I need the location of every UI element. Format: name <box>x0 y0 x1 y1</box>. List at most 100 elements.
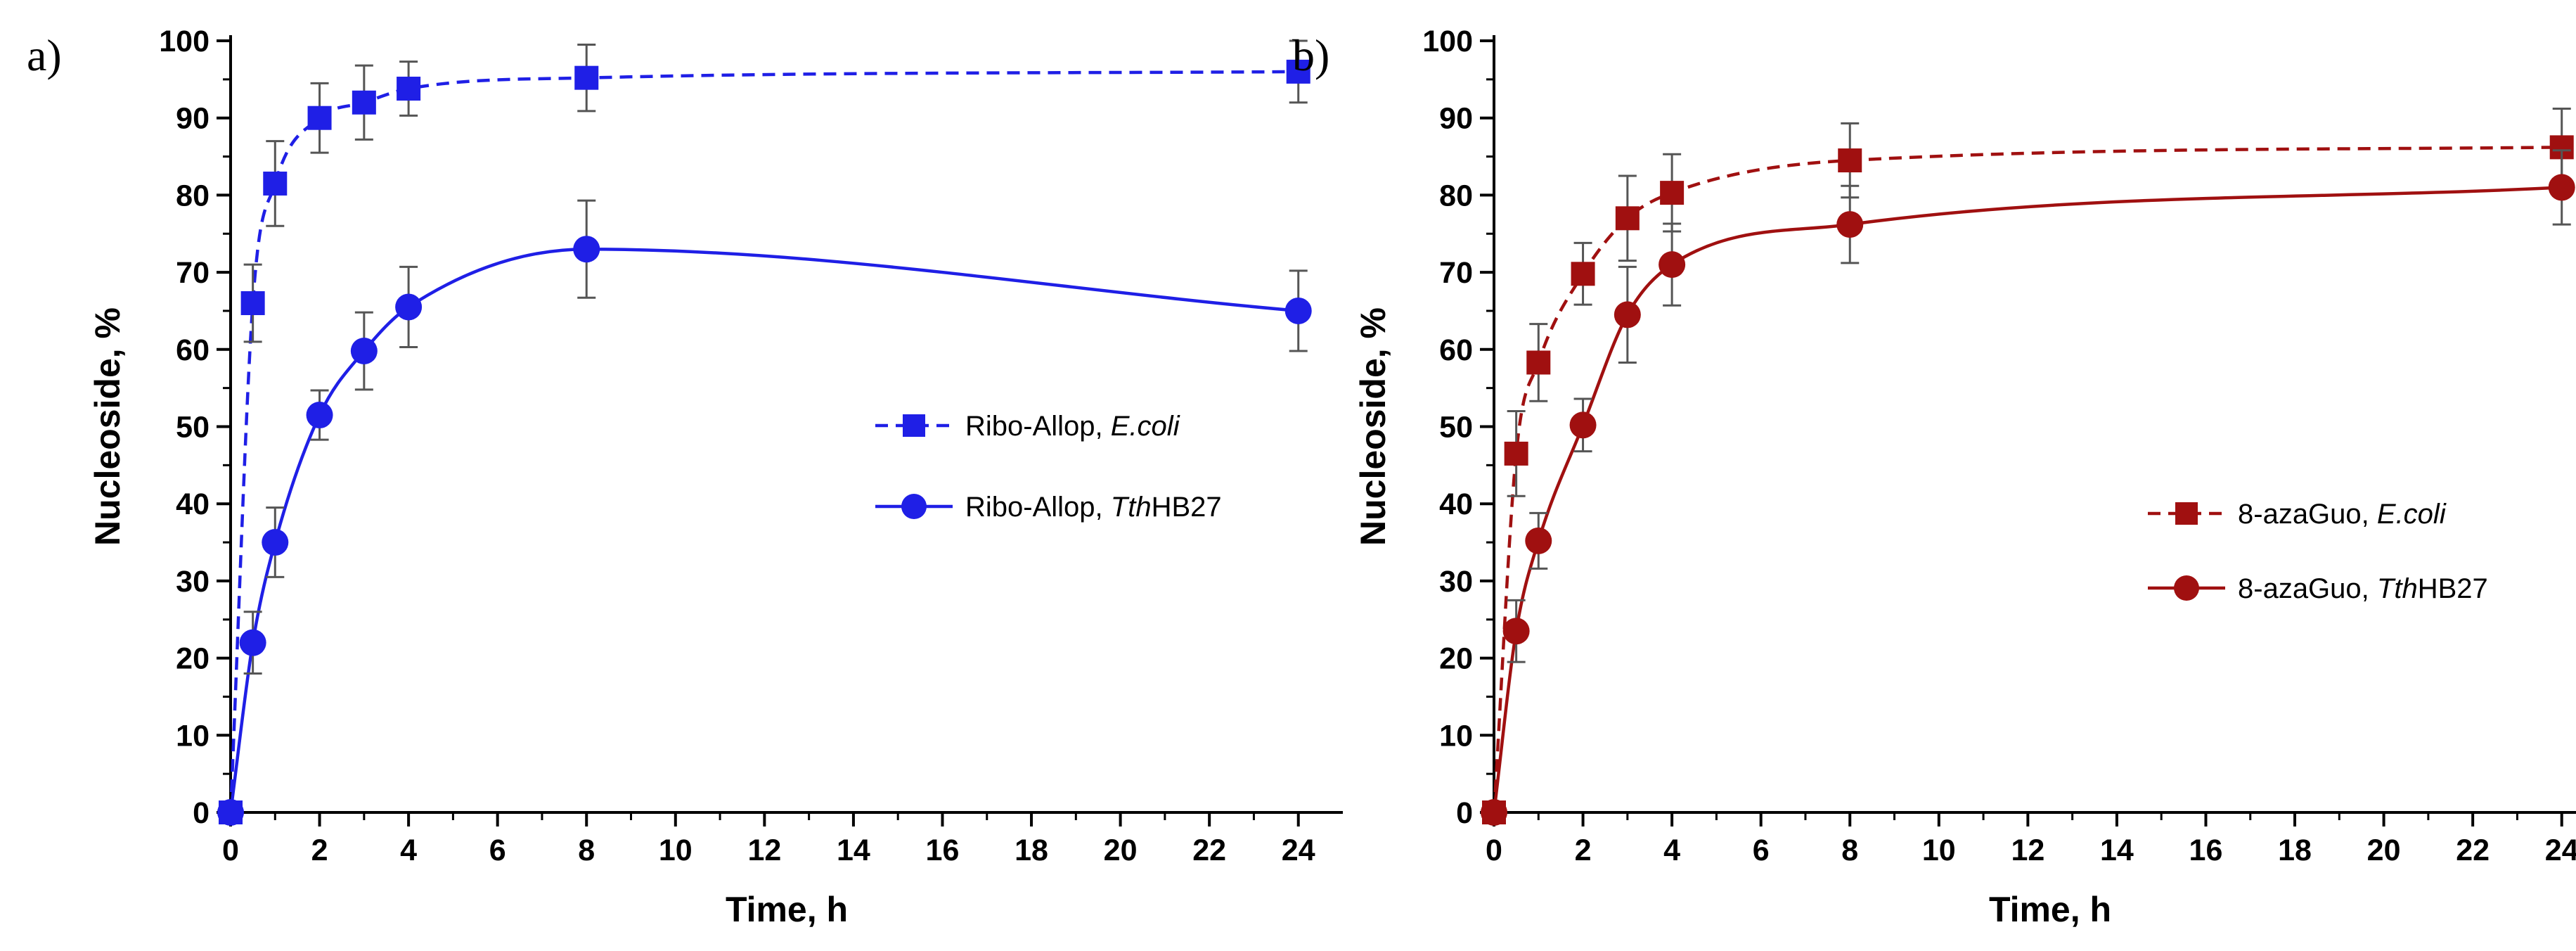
y-tick-label: 10 <box>176 719 210 753</box>
y-tick-label: 20 <box>1439 642 1473 676</box>
x-tick-label: 24 <box>1282 834 1315 867</box>
y-tick-label: 80 <box>1439 179 1473 212</box>
data-point-circle <box>239 629 266 656</box>
data-point-square <box>307 106 332 130</box>
chart-panel-b: b)0 2 4 6 8 10 12 14 16 18 20 22 2401020304050607080… <box>1292 25 2576 929</box>
data-point-circle <box>262 529 289 556</box>
data-point-circle <box>217 799 244 826</box>
x-tick-label: 6 <box>1753 834 1770 867</box>
data-point-square <box>1838 148 1862 173</box>
x-tick-label: 16 <box>2189 834 2223 867</box>
data-point-circle <box>2548 174 2575 201</box>
chart-panel-a: a)0 2 4 6 8 10 12 14 16 18 20 22 2401020304050607080… <box>27 25 1343 929</box>
x-tick-label: 14 <box>837 834 870 867</box>
legend-label: 8-azaGuo, TthHB27 <box>2238 573 2488 604</box>
legend-label: Ribo-Allop, TthHB27 <box>965 492 1222 523</box>
legend-marker-circle <box>901 494 927 519</box>
legend-marker-square <box>2175 502 2198 525</box>
x-tick-label: 12 <box>2011 834 2044 867</box>
data-point-circle <box>1614 301 1641 328</box>
x-axis-title: Time, h <box>726 890 848 929</box>
y-tick-label: 90 <box>176 102 210 136</box>
y-tick-label: 10 <box>1439 719 1473 753</box>
legend-label-part: 8-azaGuo, <box>2238 499 2377 530</box>
x-axis-title: Time, h <box>1989 890 2111 929</box>
x-tick-label: 24 <box>2545 834 2576 867</box>
x-tick-label: 0 <box>1486 834 1502 867</box>
x-tick-label: 10 <box>659 834 693 867</box>
legend-marker-circle <box>2174 575 2199 601</box>
legend-label-part: Tth <box>1111 492 1152 523</box>
data-point-circle <box>1569 411 1597 439</box>
y-tick-label: 30 <box>1439 565 1473 599</box>
series-tth: Ribo-Allop, TthHB27 <box>217 199 1312 826</box>
x-tick-label: 0 <box>222 834 239 867</box>
y-tick-label: 50 <box>1439 411 1473 445</box>
x-tick-label: 22 <box>2456 834 2490 867</box>
data-point-square <box>240 291 265 315</box>
legend-label-part: E.coli <box>1111 411 1180 442</box>
data-point-square <box>574 65 599 90</box>
series-ecoli: 8-azaGuo, E.coli <box>1482 108 2574 824</box>
data-point-circle <box>306 402 333 429</box>
data-point-square <box>397 77 421 101</box>
panel-label: a) <box>27 30 62 80</box>
x-tick-label: 20 <box>1104 834 1138 867</box>
x-tick-label: 2 <box>1575 834 1592 867</box>
y-tick-label: 70 <box>176 256 210 290</box>
series-tth: 8-azaGuo, TthHB27 <box>1481 149 2575 826</box>
legend-label-part: Ribo-Allop, <box>965 492 1111 523</box>
legend-label-part: HB27 <box>2418 573 2488 604</box>
series-line <box>228 247 1299 813</box>
data-point-circle <box>350 337 378 364</box>
y-tick-label: 0 <box>193 796 210 830</box>
x-tick-label: 2 <box>311 834 328 867</box>
x-tick-label: 14 <box>2100 834 2134 867</box>
x-tick-label: 12 <box>747 834 781 867</box>
data-point-square <box>1504 441 1528 466</box>
y-tick-label: 60 <box>176 333 210 367</box>
data-point-square <box>1615 206 1640 231</box>
panel-label: b) <box>1292 30 1329 80</box>
y-tick-label: 50 <box>176 411 210 445</box>
y-tick-label: 100 <box>159 25 210 58</box>
data-point-square <box>1571 262 1595 286</box>
y-tick-label: 80 <box>176 179 210 212</box>
data-point-circle <box>1284 297 1312 324</box>
legend-label-part: Tth <box>2377 573 2418 604</box>
x-tick-label: 8 <box>578 834 595 867</box>
y-tick-label: 40 <box>176 487 210 521</box>
x-tick-label: 22 <box>1192 834 1226 867</box>
y-axis-title: Nucleoside, % <box>88 307 127 546</box>
data-point-square <box>263 171 288 196</box>
y-tick-label: 30 <box>176 565 210 599</box>
y-tick-label: 0 <box>1456 796 1473 830</box>
x-tick-label: 6 <box>489 834 506 867</box>
data-point-circle <box>1836 211 1864 238</box>
data-point-circle <box>1481 799 1507 826</box>
x-tick-label: 20 <box>2367 834 2401 867</box>
data-point-square <box>1286 59 1310 84</box>
x-tick-label: 18 <box>1015 834 1048 867</box>
x-tick-label: 8 <box>1841 834 1858 867</box>
legend-label: 8-azaGuo, E.coli <box>2238 499 2447 530</box>
series-ecoli: Ribo-Allop, E.coli <box>219 39 1310 824</box>
legend-label-part: E.coli <box>2377 499 2447 530</box>
data-point-circle <box>1525 527 1552 554</box>
series-line <box>228 70 1299 813</box>
series-line <box>1492 146 2562 813</box>
y-tick-label: 20 <box>176 642 210 676</box>
data-point-square <box>1660 181 1685 205</box>
x-tick-label: 18 <box>2278 834 2312 867</box>
data-point-circle <box>395 293 423 321</box>
y-axis-title: Nucleoside, % <box>1353 307 1393 546</box>
y-tick-label: 90 <box>1439 102 1473 136</box>
legend-marker-square <box>903 414 925 437</box>
data-point-circle <box>1502 618 1530 645</box>
legend-label-part: Ribo-Allop, <box>965 411 1111 442</box>
data-point-square <box>352 90 376 115</box>
y-tick-label: 70 <box>1439 256 1473 290</box>
data-point-square <box>1526 350 1551 375</box>
x-tick-label: 16 <box>926 834 960 867</box>
